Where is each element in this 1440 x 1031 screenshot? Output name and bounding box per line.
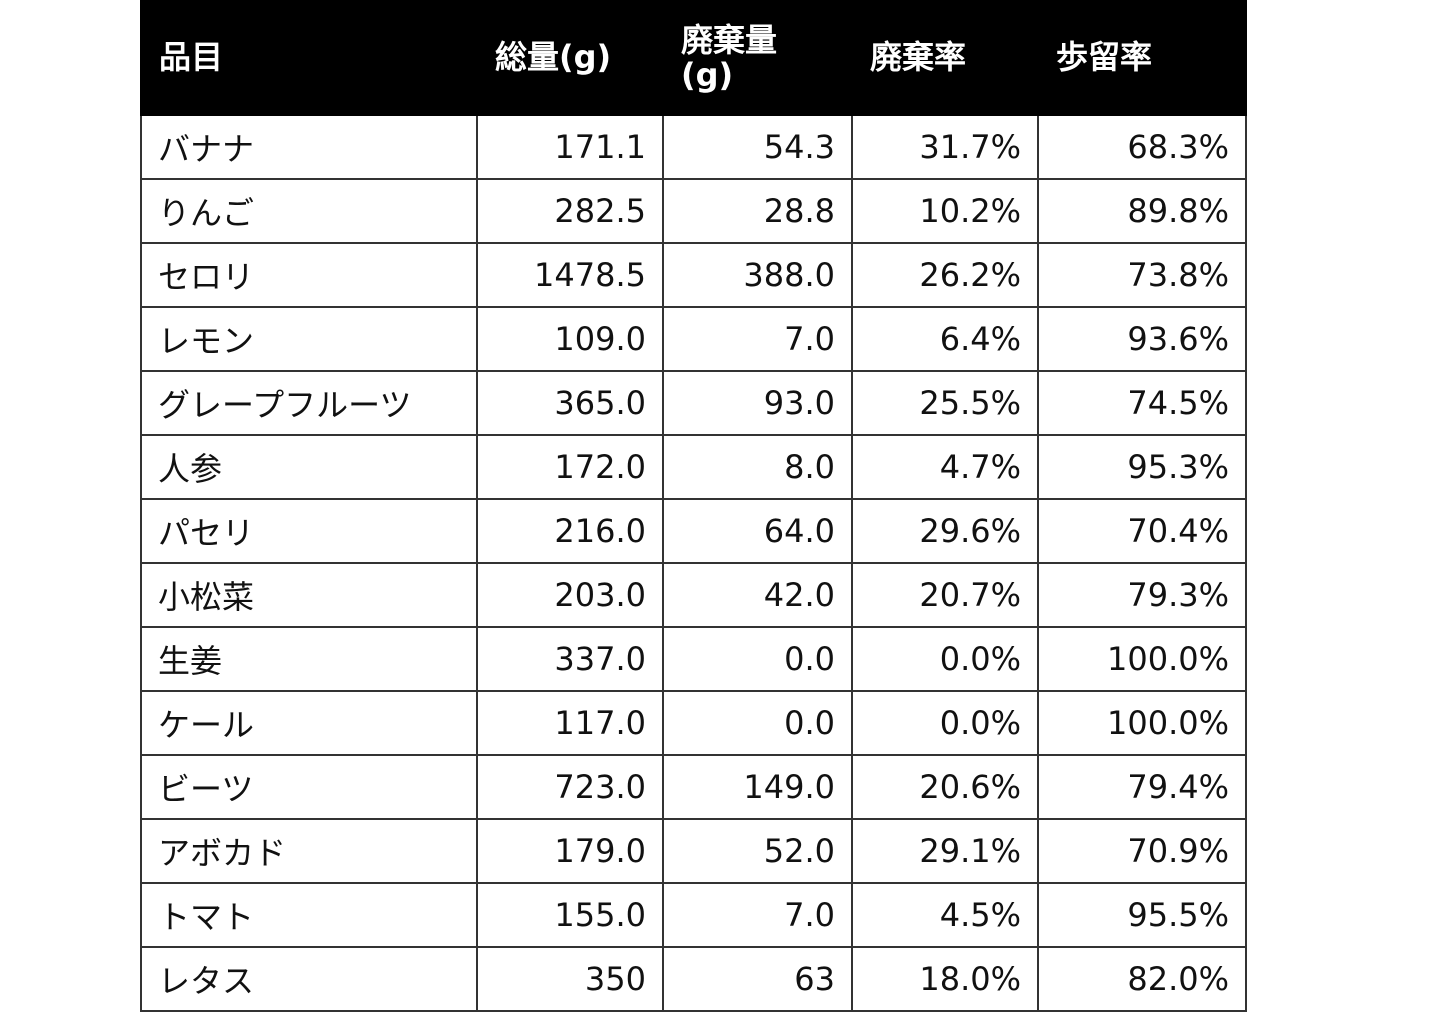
value-cell: 79.3% [1037, 562, 1247, 628]
table-row: りんご 282.5 28.8 10.2% 89.8% [140, 178, 1247, 244]
value-cell: 1478.5 [476, 242, 664, 308]
value-cell: 8.0 [662, 434, 853, 500]
value-cell: 20.7% [851, 562, 1039, 628]
value-cell: 149.0 [662, 754, 853, 820]
value-cell: 25.5% [851, 370, 1039, 436]
value-cell: 100.0% [1037, 690, 1247, 756]
header-text: 総量(g) [495, 38, 612, 77]
table-body: バナナ 171.1 54.3 31.7% 68.3% りんご 282.5 28.8 10.2% 8… [140, 114, 1247, 1012]
item-name: 生姜 [140, 626, 478, 692]
item-name: ビーツ [140, 754, 478, 820]
table-row: レモン 109.0 7.0 6.4% 93.6% [140, 306, 1247, 372]
value-cell: 95.5% [1037, 882, 1247, 948]
value-cell: 7.0 [662, 306, 853, 372]
item-name: グレープフルーツ [140, 370, 478, 436]
value-cell: 171.1 [476, 114, 664, 180]
value-cell: 365.0 [476, 370, 664, 436]
value-cell: 28.8 [662, 178, 853, 244]
value-cell: 68.3% [1037, 114, 1247, 180]
value-cell: 179.0 [476, 818, 664, 884]
value-cell: 216.0 [476, 498, 664, 564]
header-text: 廃棄量(g) [681, 20, 778, 94]
table-row: トマト 155.0 7.0 4.5% 95.5% [140, 882, 1247, 948]
header-cell: 品目 [140, 0, 478, 116]
value-cell: 95.3% [1037, 434, 1247, 500]
value-cell: 4.7% [851, 434, 1039, 500]
item-name: 小松菜 [140, 562, 478, 628]
value-cell: 42.0 [662, 562, 853, 628]
value-cell: 350 [476, 946, 664, 1012]
value-cell: 29.1% [851, 818, 1039, 884]
value-cell: 70.9% [1037, 818, 1247, 884]
table-row: パセリ 216.0 64.0 29.6% 70.4% [140, 498, 1247, 564]
value-cell: 31.7% [851, 114, 1039, 180]
header-text: 廃棄率 [870, 38, 967, 77]
table-row: 小松菜 203.0 42.0 20.7% 79.3% [140, 562, 1247, 628]
value-cell: 70.4% [1037, 498, 1247, 564]
value-cell: 20.6% [851, 754, 1039, 820]
item-name: セロリ [140, 242, 478, 308]
item-name: パセリ [140, 498, 478, 564]
value-cell: 93.0 [662, 370, 853, 436]
value-cell: 4.5% [851, 882, 1039, 948]
table-row: ケール 117.0 0.0 0.0% 100.0% [140, 690, 1247, 756]
value-cell: 0.0 [662, 626, 853, 692]
item-name: レタス [140, 946, 478, 1012]
value-cell: 63 [662, 946, 853, 1012]
value-cell: 93.6% [1037, 306, 1247, 372]
value-cell: 388.0 [662, 242, 853, 308]
item-name: りんご [140, 178, 478, 244]
value-cell: 155.0 [476, 882, 664, 948]
header-text: 品目 [159, 38, 224, 77]
table-row: ビーツ 723.0 149.0 20.6% 79.4% [140, 754, 1247, 820]
value-cell: 100.0% [1037, 626, 1247, 692]
value-cell: 0.0% [851, 626, 1039, 692]
value-cell: 10.2% [851, 178, 1039, 244]
header-cell: 廃棄量(g) [662, 0, 853, 116]
value-cell: 79.4% [1037, 754, 1247, 820]
item-name: トマト [140, 882, 478, 948]
value-cell: 73.8% [1037, 242, 1247, 308]
value-cell: 117.0 [476, 690, 664, 756]
table-row: アボカド 179.0 52.0 29.1% 70.9% [140, 818, 1247, 884]
table-row: レタス 350 63 18.0% 82.0% [140, 946, 1247, 1012]
item-name: アボカド [140, 818, 478, 884]
value-cell: 54.3 [662, 114, 853, 180]
table-row: バナナ 171.1 54.3 31.7% 68.3% [140, 114, 1247, 180]
value-cell: 64.0 [662, 498, 853, 564]
value-cell: 82.0% [1037, 946, 1247, 1012]
value-cell: 7.0 [662, 882, 853, 948]
table-row: グレープフルーツ 365.0 93.0 25.5% 74.5% [140, 370, 1247, 436]
value-cell: 6.4% [851, 306, 1039, 372]
value-cell: 282.5 [476, 178, 664, 244]
value-cell: 0.0 [662, 690, 853, 756]
table-row: セロリ 1478.5 388.0 26.2% 73.8% [140, 242, 1247, 308]
value-cell: 18.0% [851, 946, 1039, 1012]
value-cell: 172.0 [476, 434, 664, 500]
header-text: 歩留率 [1056, 38, 1153, 77]
header-cell: 廃棄率 [851, 0, 1039, 116]
item-name: 人参 [140, 434, 478, 500]
value-cell: 109.0 [476, 306, 664, 372]
item-name: レモン [140, 306, 478, 372]
header-cell: 歩留率 [1037, 0, 1247, 116]
data-table: 品目 総量(g) 廃棄量(g) 廃棄率 歩留率 バナナ 171.1 54.3 31.7% 68.… [140, 0, 1247, 1012]
value-cell: 89.8% [1037, 178, 1247, 244]
value-cell: 723.0 [476, 754, 664, 820]
value-cell: 52.0 [662, 818, 853, 884]
header-row: 品目 総量(g) 廃棄量(g) 廃棄率 歩留率 [140, 0, 1247, 116]
table-row: 生姜 337.0 0.0 0.0% 100.0% [140, 626, 1247, 692]
value-cell: 203.0 [476, 562, 664, 628]
table-row: 人参 172.0 8.0 4.7% 95.3% [140, 434, 1247, 500]
value-cell: 0.0% [851, 690, 1039, 756]
header-cell: 総量(g) [476, 0, 664, 116]
value-cell: 337.0 [476, 626, 664, 692]
value-cell: 26.2% [851, 242, 1039, 308]
item-name: ケール [140, 690, 478, 756]
value-cell: 74.5% [1037, 370, 1247, 436]
value-cell: 29.6% [851, 498, 1039, 564]
item-name: バナナ [140, 114, 478, 180]
